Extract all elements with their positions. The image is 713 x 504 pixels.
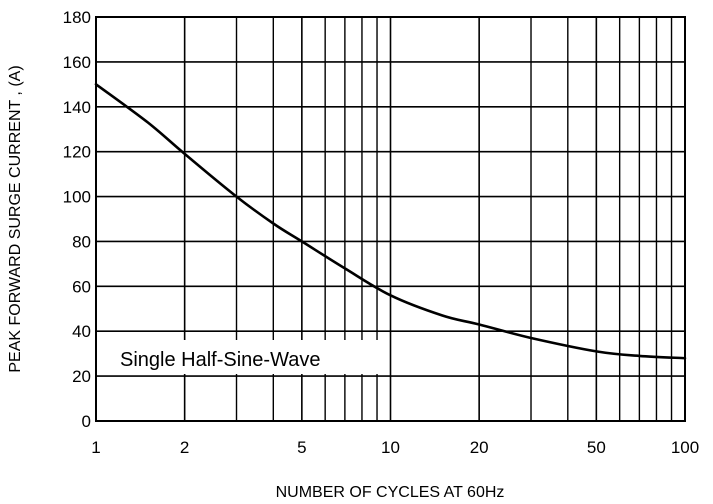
y-tick-label: 40 xyxy=(72,322,91,341)
y-tick-label: 100 xyxy=(63,188,91,207)
y-tick-label: 180 xyxy=(63,8,91,27)
annotation-box: Single Half-Sine-Wave xyxy=(108,340,380,374)
minor-gridlines xyxy=(235,17,673,421)
x-tick-label: 20 xyxy=(470,438,489,457)
x-tick-label: 10 xyxy=(381,438,400,457)
x-tick-label: 5 xyxy=(297,438,306,457)
y-axis-tick-labels: 0 20 40 60 80 100 120 140 160 180 xyxy=(63,8,91,431)
annotation-background xyxy=(108,340,380,374)
series-curve xyxy=(94,83,687,360)
y-tick-label: 0 xyxy=(82,412,91,431)
x-axis-tick-labels: 1 2 5 10 20 50 100 xyxy=(91,438,699,457)
y-tick-label: 80 xyxy=(72,232,91,251)
x-tick-label: 2 xyxy=(180,438,189,457)
x-tick-label: 50 xyxy=(587,438,606,457)
annotation-label: Single Half-Sine-Wave xyxy=(120,349,320,371)
x-axis-title: NUMBER OF CYCLES AT 60Hz xyxy=(276,484,505,501)
y-tick-label: 140 xyxy=(63,98,91,117)
x-tick-label: 100 xyxy=(671,438,699,457)
y-axis-title: PEAK FORWARD SURGE CURRENT , (A) xyxy=(7,65,24,372)
y-tick-label: 160 xyxy=(63,53,91,72)
y-tick-label: 120 xyxy=(63,143,91,162)
plot-area-frame xyxy=(95,16,686,422)
y-tick-label: 20 xyxy=(72,367,91,386)
x-tick-label: 1 xyxy=(91,438,100,457)
y-tick-label: 60 xyxy=(72,277,91,296)
